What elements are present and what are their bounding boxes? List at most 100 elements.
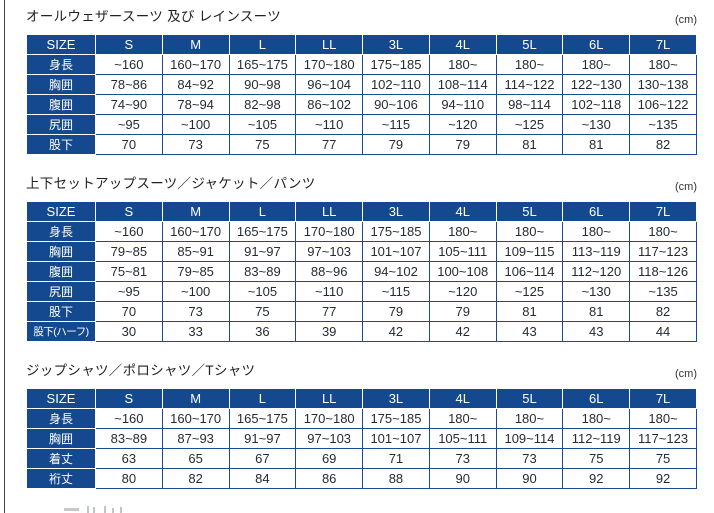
size-header-cell-s: S [95,388,163,409]
cutoff-glyph-top [87,506,89,513]
unit-label: (cm) [675,14,697,26]
size-value-cell: 109~114 [495,428,564,449]
size-value-cell: 91~97 [228,241,297,262]
size-value-cell: ~100 [161,114,230,135]
size-value-cell: 100~108 [428,261,497,282]
size-corner-header: SIZE [26,34,96,55]
size-value-cell: 75 [562,448,631,469]
size-corner-header: SIZE [26,388,96,409]
size-value-cell: 90 [428,468,497,489]
size-value-cell: 85~91 [161,241,230,262]
size-value-cell: 82 [629,301,697,322]
size-value-cell: 170~180 [295,54,364,75]
size-table-all-weather: SIZE S M L LL 3L 4L 5L 6L 7L 身長 ~160 160~170 165~175 1… [26,34,697,155]
size-value-cell: 113~119 [562,241,631,262]
size-header-cell-6l: 6L [562,388,631,409]
table-row: 腹囲 74~90 78~94 82~98 86~102 90~106 94~110 98~11… [26,94,697,115]
size-value-cell: 102~110 [362,74,430,95]
size-header-cell-m: M [161,201,230,222]
size-value-cell: 180~ [629,408,697,429]
size-value-cell: 75 [228,301,297,322]
size-value-cell: 79 [362,301,430,322]
size-header-row: SIZE S M L LL 3L 4L 5L 6L 7L [26,201,697,222]
cutoff-glyph-top [120,507,122,513]
size-value-cell: 102~118 [562,94,631,115]
size-header-cell-m: M [161,388,230,409]
table-title-row: オールウェザースーツ 及び レインスーツ (cm) [26,6,697,28]
row-label-cell: 尻囲 [26,281,96,302]
size-value-cell: 117~123 [629,428,697,449]
cutoff-glyph-top [64,508,79,511]
size-header-cell-5l: 5L [495,388,564,409]
size-value-cell: 81 [495,134,564,155]
size-value-cell: 70 [95,301,163,322]
table-title-row: ジップシャツ／ポロシャツ／Tシャツ (cm) [26,360,697,382]
table-row: 身長 ~160 160~170 165~175 170~180 175~185 180~ 18… [26,408,697,429]
size-value-cell: 105~111 [428,428,497,449]
size-value-cell: 43 [562,321,631,342]
table-row: 股下 70 73 75 77 79 79 81 81 82 [26,134,697,155]
row-label-cell: 腹囲 [26,261,96,282]
row-label-cell: 胸囲 [26,74,96,95]
table-row: 股下(ハーフ) 30 33 36 39 42 42 43 43 44 [26,321,697,342]
row-label-cell: 股下 [26,301,96,322]
size-value-cell: 71 [362,448,430,469]
size-value-cell: ~110 [295,114,364,135]
size-value-cell: 180~ [428,408,497,429]
size-value-cell: 81 [495,301,564,322]
size-header-row: SIZE S M L LL 3L 4L 5L 6L 7L [26,34,697,55]
size-value-cell: 165~175 [228,221,297,242]
size-value-cell: 36 [228,321,297,342]
size-value-cell: 42 [428,321,497,342]
size-value-cell: 39 [295,321,364,342]
size-value-cell: ~120 [428,114,497,135]
size-value-cell: 75 [228,134,297,155]
size-value-cell: 73 [495,448,564,469]
size-value-cell: ~125 [495,114,564,135]
size-header-cell-4l: 4L [428,201,497,222]
size-value-cell: 44 [629,321,697,342]
size-value-cell: 101~107 [362,428,430,449]
size-value-cell: 94~102 [362,261,430,282]
size-value-cell: 165~175 [228,408,297,429]
size-value-cell: 165~175 [228,54,297,75]
size-header-cell-s: S [95,201,163,222]
size-header-cell-l: L [228,388,297,409]
section-setup-suits-jackets-pants: 上下セットアップスーツ／ジャケット／パンツ (cm) SIZE S M L LL 3L 4L… [26,173,697,342]
size-value-cell: ~120 [428,281,497,302]
table-row: 胸囲 83~89 87~93 91~97 97~103 101~107 105~111 109… [26,428,697,449]
size-value-cell: 77 [295,134,364,155]
size-value-cell: 67 [228,448,297,469]
size-value-cell: 92 [562,468,631,489]
size-value-cell: 79 [362,134,430,155]
size-value-cell: 105~111 [428,241,497,262]
size-value-cell: 180~ [562,408,631,429]
size-value-cell: ~95 [95,281,163,302]
size-value-cell: 42 [362,321,430,342]
size-value-cell: 75 [629,448,697,469]
size-value-cell: 98~114 [495,94,564,115]
size-value-cell: 65 [161,448,230,469]
size-value-cell: ~160 [95,54,163,75]
size-value-cell: 88 [362,468,430,489]
size-header-cell-5l: 5L [495,201,564,222]
size-value-cell: 130~138 [629,74,697,95]
size-value-cell: 79~85 [161,261,230,282]
size-value-cell: ~110 [295,281,364,302]
size-value-cell: 90 [495,468,564,489]
cutoff-glyph-top [104,506,106,513]
size-value-cell: 160~170 [161,54,230,75]
row-label-cell: 身長 [26,54,96,75]
unit-label: (cm) [675,181,697,193]
size-value-cell: 170~180 [295,221,364,242]
table-row: 胸囲 78~86 84~92 90~98 96~104 102~110 108~114 114… [26,74,697,95]
size-value-cell: ~95 [95,114,163,135]
size-value-cell: 175~185 [362,54,430,75]
size-value-cell: 84~92 [161,74,230,95]
size-value-cell: 170~180 [295,408,364,429]
size-value-cell: 180~ [629,54,697,75]
size-corner-header: SIZE [26,201,96,222]
size-value-cell: 79 [428,134,497,155]
size-value-cell: 86 [295,468,364,489]
size-value-cell: 180~ [629,221,697,242]
